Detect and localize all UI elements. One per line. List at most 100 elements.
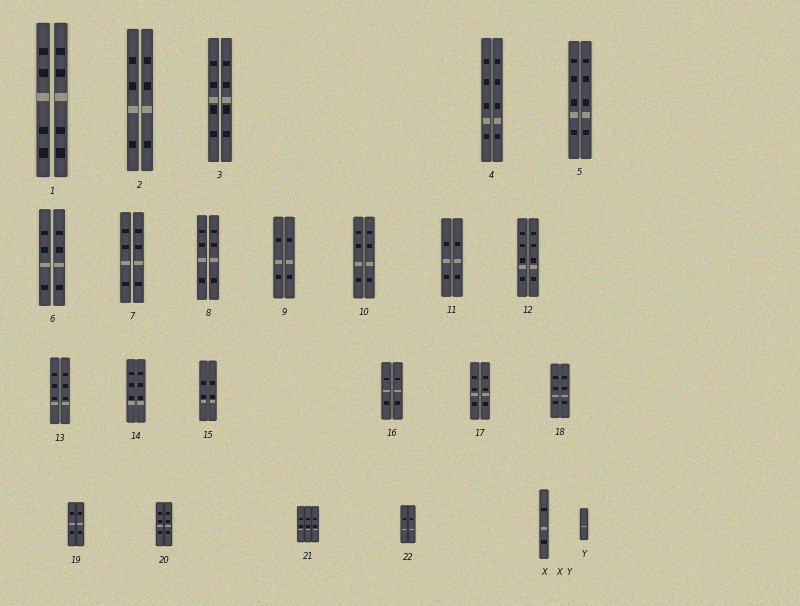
- Bar: [472, 402, 478, 405]
- Bar: [494, 134, 501, 139]
- Bar: [454, 275, 461, 279]
- Bar: [52, 373, 58, 376]
- Bar: [54, 263, 64, 267]
- Bar: [129, 58, 136, 64]
- Bar: [62, 384, 68, 388]
- Text: 14: 14: [130, 432, 142, 441]
- Bar: [57, 127, 65, 134]
- Bar: [410, 528, 414, 530]
- FancyBboxPatch shape: [516, 219, 529, 297]
- FancyBboxPatch shape: [56, 212, 62, 303]
- FancyBboxPatch shape: [211, 41, 216, 159]
- Bar: [582, 112, 590, 118]
- Bar: [553, 401, 558, 404]
- Bar: [519, 277, 526, 281]
- Bar: [128, 402, 134, 405]
- Bar: [410, 518, 414, 520]
- FancyBboxPatch shape: [550, 364, 560, 418]
- Bar: [70, 512, 74, 514]
- Bar: [394, 390, 402, 392]
- Bar: [69, 523, 75, 525]
- Bar: [39, 48, 47, 55]
- FancyBboxPatch shape: [221, 38, 232, 162]
- FancyBboxPatch shape: [59, 358, 71, 424]
- Bar: [582, 59, 590, 63]
- Bar: [402, 518, 406, 520]
- Bar: [51, 402, 58, 405]
- Bar: [211, 278, 217, 282]
- Bar: [211, 243, 217, 247]
- Text: 1: 1: [50, 187, 54, 196]
- Bar: [144, 58, 151, 64]
- FancyBboxPatch shape: [40, 27, 46, 173]
- FancyBboxPatch shape: [495, 41, 500, 159]
- Bar: [202, 395, 206, 399]
- Bar: [40, 263, 50, 267]
- FancyBboxPatch shape: [136, 215, 141, 301]
- Bar: [42, 247, 49, 253]
- FancyBboxPatch shape: [120, 213, 131, 303]
- FancyBboxPatch shape: [442, 219, 451, 297]
- FancyBboxPatch shape: [440, 219, 453, 297]
- Bar: [562, 376, 567, 379]
- Bar: [135, 245, 142, 249]
- Bar: [581, 526, 587, 527]
- Text: 17: 17: [474, 429, 486, 438]
- Bar: [138, 383, 143, 387]
- FancyBboxPatch shape: [197, 216, 206, 300]
- Bar: [199, 278, 205, 282]
- FancyBboxPatch shape: [518, 219, 527, 297]
- FancyBboxPatch shape: [470, 362, 479, 419]
- FancyBboxPatch shape: [211, 218, 216, 298]
- FancyBboxPatch shape: [578, 508, 590, 540]
- FancyBboxPatch shape: [356, 219, 361, 296]
- Text: 21: 21: [302, 551, 314, 561]
- Bar: [530, 277, 537, 281]
- Bar: [135, 230, 142, 233]
- FancyBboxPatch shape: [276, 219, 281, 296]
- Bar: [472, 376, 478, 379]
- FancyBboxPatch shape: [63, 360, 67, 422]
- Bar: [482, 393, 489, 396]
- FancyBboxPatch shape: [74, 502, 86, 546]
- FancyBboxPatch shape: [139, 29, 155, 171]
- Text: 6: 6: [50, 316, 54, 324]
- FancyBboxPatch shape: [210, 362, 214, 419]
- Bar: [210, 97, 218, 103]
- Bar: [354, 262, 362, 266]
- Bar: [494, 79, 501, 85]
- Bar: [78, 531, 82, 534]
- FancyBboxPatch shape: [130, 33, 135, 167]
- Bar: [39, 127, 47, 134]
- FancyBboxPatch shape: [354, 217, 363, 298]
- Bar: [39, 69, 47, 76]
- FancyBboxPatch shape: [202, 362, 206, 419]
- FancyBboxPatch shape: [298, 507, 304, 542]
- FancyBboxPatch shape: [484, 41, 489, 159]
- Bar: [530, 231, 537, 235]
- Bar: [128, 106, 138, 113]
- Bar: [314, 518, 317, 520]
- Text: 9: 9: [282, 308, 286, 317]
- FancyBboxPatch shape: [134, 213, 144, 303]
- FancyBboxPatch shape: [50, 358, 59, 424]
- Bar: [286, 261, 294, 264]
- Text: 5: 5: [578, 168, 582, 178]
- FancyBboxPatch shape: [68, 502, 76, 546]
- FancyBboxPatch shape: [207, 216, 221, 300]
- Bar: [366, 278, 373, 282]
- Bar: [211, 230, 217, 233]
- Bar: [530, 258, 537, 263]
- FancyBboxPatch shape: [352, 217, 365, 298]
- FancyBboxPatch shape: [365, 217, 374, 298]
- FancyBboxPatch shape: [538, 490, 550, 559]
- FancyBboxPatch shape: [482, 38, 491, 162]
- FancyBboxPatch shape: [37, 23, 50, 177]
- Bar: [482, 118, 490, 124]
- FancyBboxPatch shape: [166, 504, 170, 545]
- FancyBboxPatch shape: [453, 219, 462, 297]
- FancyBboxPatch shape: [207, 361, 218, 421]
- FancyBboxPatch shape: [118, 213, 133, 303]
- FancyBboxPatch shape: [145, 33, 150, 167]
- Bar: [494, 118, 502, 124]
